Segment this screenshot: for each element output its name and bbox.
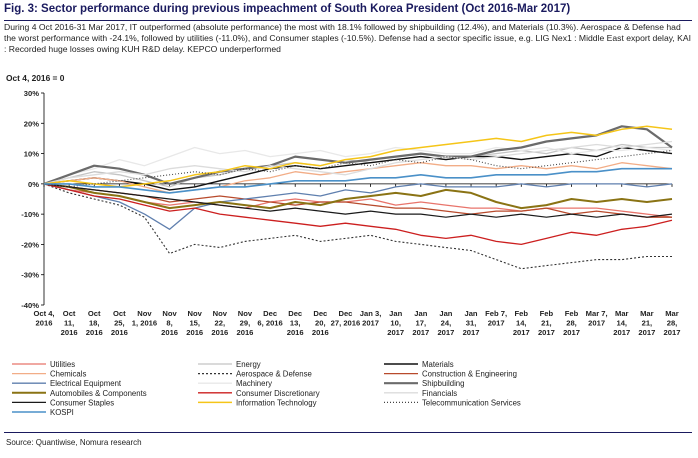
x-tick-label: Feb 14, 2017: [513, 309, 530, 337]
y-tick-label: 0%: [28, 180, 39, 189]
series-line-information-technology: [43, 125, 673, 188]
series-group: [43, 125, 673, 270]
y-tick-label: -10%: [21, 210, 39, 219]
x-tick-label: Nov 22, 2016: [211, 309, 228, 337]
y-tick-label: -40%: [21, 301, 39, 310]
series-line-shipbuilding: [43, 125, 673, 185]
series-line-automobiles-components: [43, 182, 673, 210]
x-tick-label: Mar 21, 2017: [638, 309, 655, 337]
series-line-aerospace-defense: [43, 183, 672, 270]
legend-label-financials: Financials: [422, 389, 457, 398]
x-tick-label: Jan 17, 2017: [412, 309, 429, 337]
legend-label-kospi: KOSPI: [50, 408, 74, 417]
series-line-financials: [43, 140, 673, 185]
legend-label-aerospace-defense: Aerospace & Defense: [236, 370, 312, 379]
x-tick-label: Jan 24, 2017: [437, 309, 454, 337]
y-tick-label: -30%: [21, 271, 39, 280]
y-tick-label: 20%: [24, 119, 39, 128]
series-line-consumer-staples: [43, 183, 673, 218]
x-tick-label: Jan 10, 2017: [387, 309, 404, 337]
series-line-energy: [43, 143, 672, 188]
x-tick-label: Jan 3, 2017: [360, 309, 382, 328]
x-tick-label: Oct 11, 2016: [61, 309, 78, 337]
legend-label-automobiles-components: Automobiles & Components: [50, 389, 147, 398]
x-tick-label: Oct 4, 2016: [33, 309, 54, 328]
x-tick-label: Nov 8, 2016: [161, 309, 178, 337]
legend: Utilities Energy Materials Chemicals Aerospa…: [12, 360, 521, 417]
y-tick-label: 30%: [24, 89, 39, 98]
x-tick-label: Nov 1, 2016: [132, 309, 157, 328]
x-tick-label: Dec 6, 2016: [257, 309, 282, 328]
figure-title: Fig. 3: Sector performance during previo…: [4, 3, 571, 15]
x-tick-label: Oct 18, 2016: [86, 309, 103, 337]
legend-label-machinery: Machinery: [236, 379, 272, 388]
origin-label: Oct 4, 2016 = 0: [6, 73, 65, 83]
series-line-materials: [43, 146, 673, 191]
x-tick-label: Nov 15, 2016: [186, 309, 203, 337]
axis-group: 30% 20% 10% 0% -10% -20% -30% -40%Oct 4, 2016 Oct…: [21, 89, 680, 337]
legend-label-telecommunication-services: Telecommunication Services: [422, 398, 521, 407]
title-divider: [4, 20, 692, 21]
legend-label-electrical-equipment: Electrical Equipment: [50, 379, 122, 388]
series-line-consumer-discretionary: [43, 183, 673, 246]
x-tick-label: Dec 13, 2016: [287, 309, 304, 337]
x-tick-label: Dec 27, 2016: [331, 309, 361, 328]
x-tick-label: Feb 21, 2017: [538, 309, 555, 337]
x-tick-label: Mar 28, 2017: [664, 309, 681, 337]
legend-label-consumer-staples: Consumer Staples: [50, 398, 114, 407]
x-tick-label: Feb 28, 2017: [563, 309, 580, 337]
series-line-kospi: [44, 167, 672, 194]
source-note: Source: Quantiwise, Nomura research: [6, 438, 142, 447]
legend-label-shipbuilding: Shipbuilding: [422, 379, 464, 388]
legend-label-information-technology: Information Technology: [236, 398, 317, 407]
legend-label-materials: Materials: [422, 360, 454, 369]
x-tick-label: Nov 29, 2016: [237, 309, 254, 337]
series-line-chemicals: [43, 162, 673, 194]
y-tick-label: 10%: [24, 150, 39, 159]
legend-label-utilities: Utilities: [50, 360, 75, 369]
legend-label-consumer-discretionary: Consumer Discretionary: [236, 389, 320, 398]
x-tick-label: Feb 7, 2017: [485, 309, 507, 328]
legend-label-energy: Energy: [236, 360, 261, 369]
x-tick-label: Mar 14, 2017: [613, 309, 630, 337]
legend-label-chemicals: Chemicals: [50, 370, 86, 379]
figure-description: During 4 Oct 2016-31 Mar 2017, IT outper…: [4, 22, 692, 55]
x-tick-label: Oct 25, 2016: [111, 309, 128, 337]
legend-label-construction-engineering: Construction & Engineering: [422, 370, 517, 379]
series-line-electrical-equipment: [43, 183, 673, 230]
series-line-telecommunication-services: [43, 149, 673, 188]
footer-divider: [4, 432, 692, 433]
x-tick-label: Mar 7, 2017: [586, 309, 608, 328]
x-tick-label: Dec 20, 2016: [312, 309, 329, 337]
x-tick-label: Jan 31, 2017: [463, 309, 480, 337]
y-tick-label: -20%: [21, 240, 39, 249]
series-line-machinery: [43, 146, 673, 185]
